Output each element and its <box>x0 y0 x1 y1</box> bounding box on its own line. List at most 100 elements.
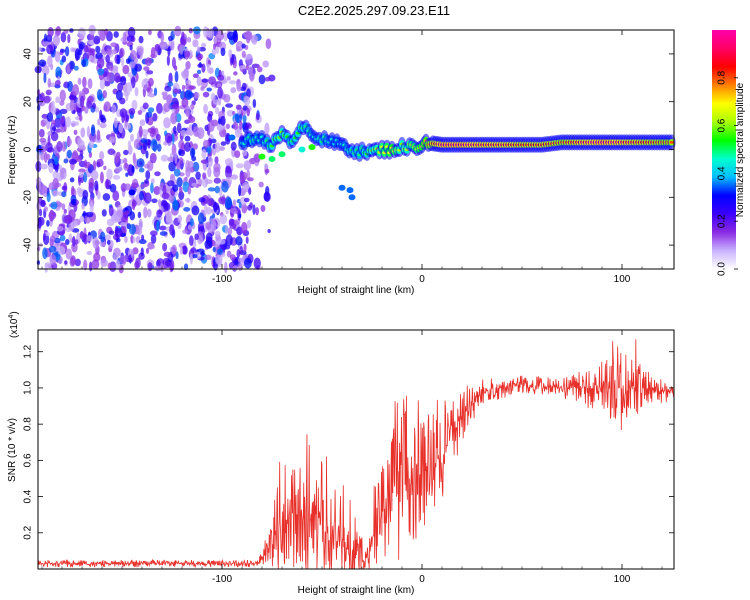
noise-speckle <box>177 214 182 223</box>
snr-panel: -100 0 100 0.2 0.4 0.6 0.8 1.0 1.2 Height of st… <box>7 311 675 596</box>
noise-speckle <box>180 70 189 78</box>
noise-speckle <box>141 128 149 137</box>
noise-speckle <box>238 202 242 209</box>
noise-speckle <box>249 202 253 209</box>
noise-speckle <box>48 182 56 191</box>
noise-speckle <box>212 202 220 211</box>
noise-speckle <box>120 56 125 68</box>
noise-speckle <box>132 236 136 243</box>
noise-speckle <box>108 204 114 217</box>
noise-speckle <box>241 203 248 214</box>
noise-speckle <box>50 131 59 142</box>
noise-speckle <box>235 40 244 52</box>
noise-speckle <box>167 156 174 162</box>
noise-speckle <box>144 57 152 67</box>
noise-speckle <box>48 245 57 253</box>
noise-speckle <box>185 60 191 70</box>
noise-speckle <box>91 259 100 270</box>
noise-speckle <box>184 105 191 116</box>
noise-speckle <box>99 150 105 161</box>
noise-speckle <box>212 99 221 106</box>
noise-speckle <box>207 155 213 168</box>
noise-speckle <box>224 166 233 179</box>
noise-speckle <box>77 155 83 163</box>
snr-x-label: Height of straight line (km) <box>298 585 415 596</box>
noise-speckle <box>136 158 145 168</box>
noise-speckle <box>239 246 244 255</box>
noise-speckle <box>226 250 232 258</box>
noise-speckle <box>44 262 52 267</box>
noise-speckle <box>114 117 118 129</box>
noise-speckle <box>207 113 213 123</box>
noise-speckle <box>262 60 270 68</box>
noise-speckle <box>173 168 181 177</box>
noise-speckle <box>194 177 203 185</box>
noise-speckle <box>42 247 48 260</box>
spectrogram-x-ticks: -100 0 100 <box>41 30 663 285</box>
noise-speckle <box>85 211 94 218</box>
noise-speckle <box>192 143 198 150</box>
noise-speckle <box>79 95 85 108</box>
noise-speckle <box>141 234 145 241</box>
noise-speckle <box>129 211 136 221</box>
noise-speckle <box>66 149 72 159</box>
noise-speckle <box>41 113 49 119</box>
noise-speckle <box>40 150 45 161</box>
noise-speckle <box>123 157 128 164</box>
noise-speckle <box>154 171 161 177</box>
noise-speckle <box>45 89 52 96</box>
noise-speckle <box>46 220 50 227</box>
noise-speckle <box>138 125 143 138</box>
spectrogram-blob <box>346 187 354 194</box>
noise-speckle <box>227 31 236 41</box>
noise-speckle <box>36 201 41 212</box>
noise-speckle <box>213 167 221 178</box>
noise-speckle <box>66 137 72 147</box>
noise-speckle <box>36 88 41 96</box>
noise-speckle <box>200 159 209 164</box>
noise-speckle <box>69 177 75 183</box>
spectrogram-blob <box>228 134 236 141</box>
noise-speckle <box>197 63 203 68</box>
noise-speckle <box>82 189 89 200</box>
noise-speckle <box>202 172 207 180</box>
noise-speckle <box>205 221 212 230</box>
noise-speckle <box>99 171 104 184</box>
noise-speckle <box>67 33 71 44</box>
noise-speckle <box>192 126 200 137</box>
noise-speckle <box>255 207 260 216</box>
noise-speckle <box>123 122 132 130</box>
spectrogram-blob <box>308 144 316 151</box>
noise-speckle <box>224 158 233 166</box>
noise-speckle <box>210 92 216 102</box>
noise-speckle <box>241 50 246 58</box>
noise-speckle <box>121 111 125 124</box>
noise-speckle <box>195 171 201 180</box>
y-tick-label: 1.2 <box>23 344 34 358</box>
x-tick-label: 100 <box>614 574 631 585</box>
noise-speckle <box>104 234 112 241</box>
noise-speckle <box>41 65 50 76</box>
y-tick-label: 40 <box>23 48 34 60</box>
noise-speckle <box>130 133 134 142</box>
noise-speckle <box>226 109 235 117</box>
colorbar-tick-label: 0.2 <box>717 214 728 228</box>
noise-speckle <box>235 236 243 246</box>
noise-speckle <box>153 186 161 195</box>
noise-speckle <box>238 213 242 219</box>
noise-speckle <box>220 115 226 126</box>
x-tick-label: 0 <box>419 274 425 285</box>
noise-speckle <box>176 122 182 134</box>
noise-speckle <box>114 210 122 223</box>
noise-speckle <box>246 88 251 99</box>
noise-speckle <box>260 204 266 213</box>
noise-speckle <box>264 122 270 135</box>
noise-speckle <box>187 36 192 43</box>
noise-speckle <box>112 174 121 180</box>
noise-speckle <box>117 82 124 92</box>
x-tick-label: 0 <box>419 574 425 585</box>
noise-speckle <box>134 87 139 97</box>
noise-speckle <box>187 115 196 124</box>
noise-speckle <box>203 203 208 216</box>
